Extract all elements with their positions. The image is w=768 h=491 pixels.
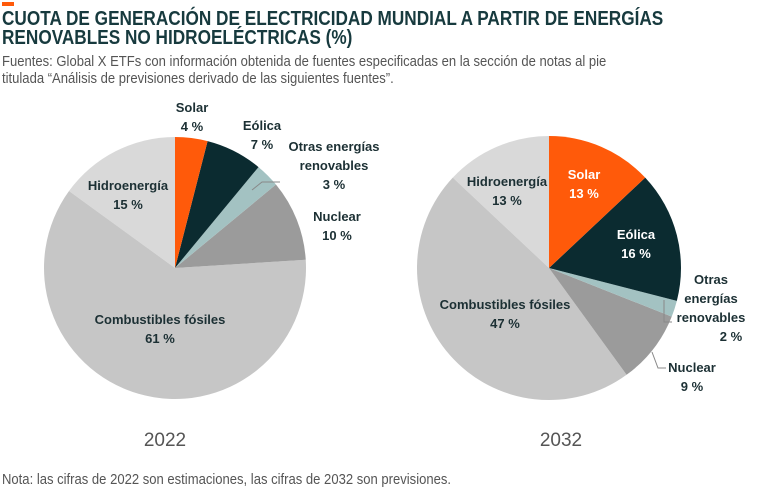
footnote: Nota: las cifras de 2022 son estimacione…	[2, 472, 452, 488]
year-label-2022: 2022	[143, 430, 187, 451]
pie-slice-2022-otras-energías-renovables	[175, 167, 276, 268]
label-hidro-2022: Hidroenergía 15 %	[87, 178, 169, 212]
pie-slice-2032-otras-energías-renovables	[549, 268, 677, 317]
label-otras-2022: Otras energías renovables 3 %	[288, 139, 380, 192]
source-text: Fuentes: Global X ETFs con información o…	[2, 54, 607, 87]
pie-slice-2022-solar	[175, 137, 208, 268]
label-nuclear-2032: Nuclear 9 %	[668, 360, 716, 394]
pie-slice-2022-hidroenergía	[69, 137, 175, 268]
label-fosiles-2032: Combustibles fósiles 47 %	[439, 297, 571, 331]
leader-line-nuclear-2032	[651, 351, 666, 369]
year-label-2032: 2032	[539, 430, 583, 451]
pie-slice-2032-nuclear	[549, 268, 672, 375]
pie-slice-2022-nuclear	[175, 184, 306, 268]
leader-line-otras-2022	[251, 181, 280, 191]
label-nuclear-2022: Nuclear 10 %	[313, 209, 361, 243]
label-solar-2022: Solar 4 %	[175, 100, 209, 134]
pie-slice-2022-eólica	[175, 141, 259, 268]
accent-bar	[2, 2, 14, 6]
chart-title: CUOTA DE GENERACIÓN DE ELECTRICIDAD MUND…	[2, 8, 664, 49]
label-solar-2032: Solar 13 %	[567, 167, 601, 201]
leader-line-otras-2032	[663, 300, 672, 323]
label-fosiles-2022: Combustibles fósiles 61 %	[94, 312, 226, 346]
label-eolica-2022: Eólica 7 %	[242, 118, 282, 152]
pie-slice-2022-combustibles-fósiles	[44, 191, 307, 399]
pie-slice-2032-combustibles-fósiles	[416, 177, 627, 401]
label-hidro-2032: Hidroenergía 13 %	[466, 174, 548, 208]
label-eolica-2032: Eólica 16 %	[616, 227, 656, 261]
label-otras-2032: Otras energías renovables 2 %	[676, 272, 746, 344]
pie-slice-2032-eólica	[549, 177, 681, 301]
pie-slice-2032-solar	[549, 136, 646, 268]
pie-slice-2032-hidroenergía	[452, 136, 549, 268]
